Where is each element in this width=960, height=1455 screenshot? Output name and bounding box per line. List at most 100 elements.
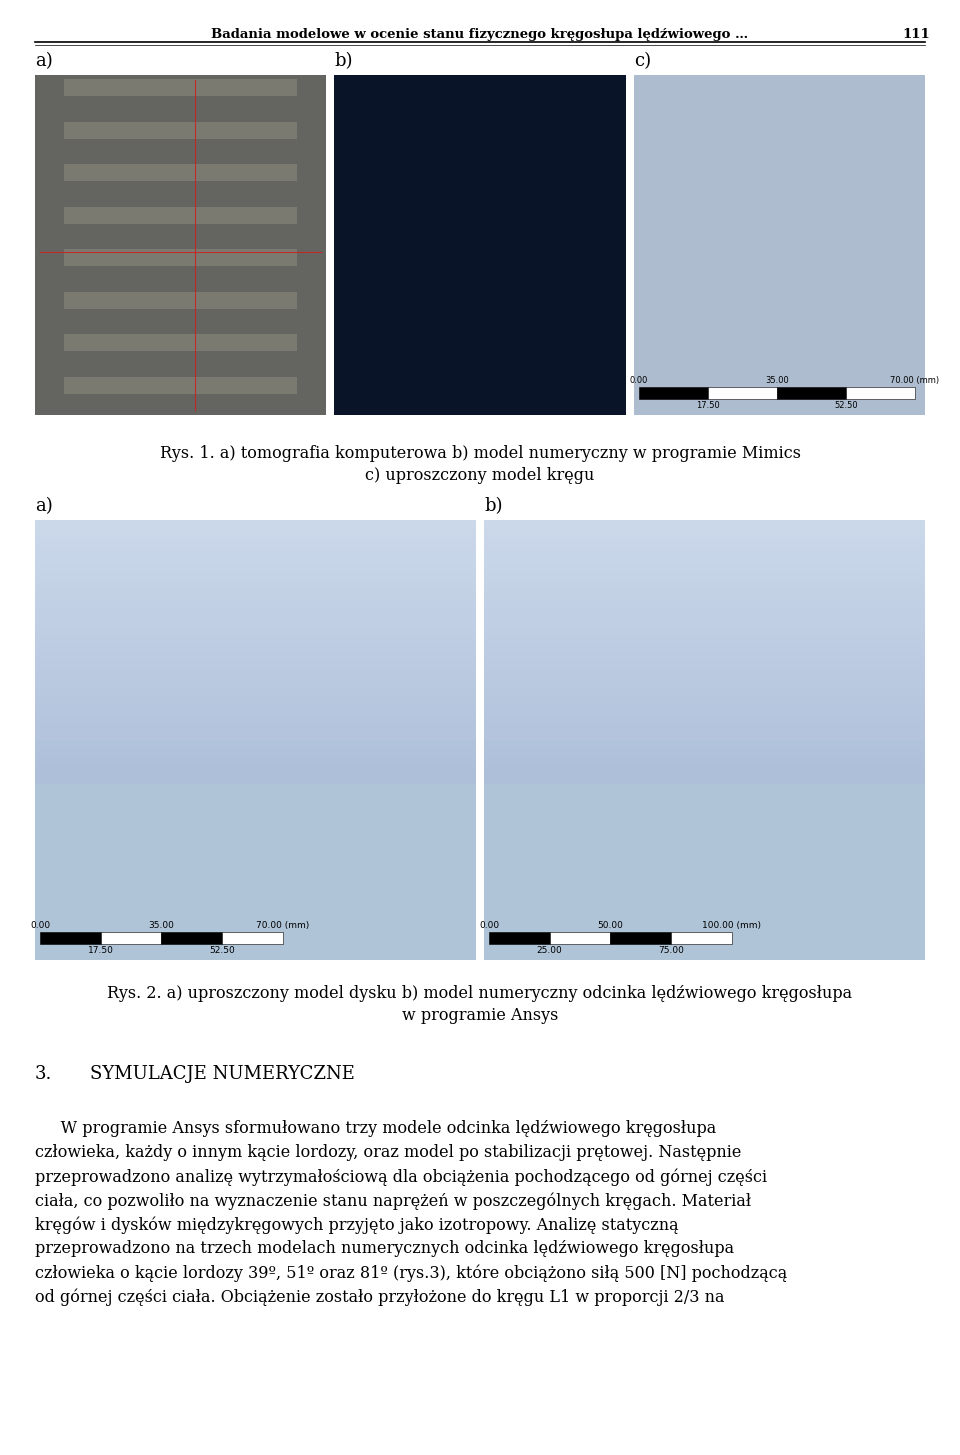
Bar	[35, 661, 476, 669]
Bar	[222, 933, 282, 944]
Bar	[64, 249, 298, 266]
Text: 0.00: 0.00	[30, 921, 50, 930]
Bar	[35, 573, 476, 582]
Text: c): c)	[634, 52, 651, 70]
Bar	[40, 933, 101, 944]
Bar	[35, 582, 476, 591]
Bar	[35, 634, 476, 643]
Bar	[35, 669, 476, 678]
Text: od górnej części ciała. Obciążenie zostało przyłożone do kręgu L1 w proporcji 2/: od górnej części ciała. Obciążenie zosta…	[35, 1288, 725, 1305]
Text: ciała, co pozwoliło na wyznaczenie stanu naprężeń w poszczególnych kręgach. Mate: ciała, co pozwoliło na wyznaczenie stanu…	[35, 1192, 751, 1209]
Bar	[35, 547, 476, 556]
Bar	[671, 933, 732, 944]
Bar	[550, 933, 611, 944]
Bar	[35, 687, 476, 695]
Bar	[484, 591, 925, 599]
Text: c) uproszczony model kręgu: c) uproszczony model kręgu	[366, 467, 594, 485]
Bar	[484, 582, 925, 591]
Bar	[35, 76, 326, 415]
Text: 35.00: 35.00	[149, 921, 174, 930]
Bar	[484, 537, 925, 547]
Bar	[35, 741, 476, 749]
Bar	[64, 377, 298, 394]
Bar	[334, 76, 626, 415]
Bar	[35, 643, 476, 652]
Text: b): b)	[484, 498, 502, 515]
Bar	[35, 776, 476, 784]
Bar	[161, 933, 222, 944]
Bar	[484, 704, 925, 713]
Text: Rys. 1. a) tomografia komputerowa b) model numeryczny w programie Mimics: Rys. 1. a) tomografia komputerowa b) mod…	[159, 445, 801, 463]
Bar	[64, 292, 298, 308]
Text: a): a)	[35, 52, 53, 70]
Text: 25.00: 25.00	[537, 946, 563, 954]
Bar	[484, 722, 925, 732]
Text: 75.00: 75.00	[658, 946, 684, 954]
Text: 111: 111	[902, 28, 930, 41]
Bar	[484, 626, 925, 634]
Bar	[35, 722, 476, 732]
Bar	[484, 547, 925, 556]
Text: Rys. 2. a) uproszczony model dysku b) model numeryczny odcinka lędźwiowego kręgo: Rys. 2. a) uproszczony model dysku b) mo…	[108, 985, 852, 1002]
Text: 17.50: 17.50	[696, 402, 720, 410]
Bar	[35, 767, 476, 776]
Text: człowieka, każdy o innym kącie lordozy, oraz model po stabilizacji prętowej. Nas: człowieka, każdy o innym kącie lordozy, …	[35, 1144, 741, 1161]
Text: przeprowadzono analizę wytrzymałościową dla obciążenia pochodzącego od górnej cz: przeprowadzono analizę wytrzymałościową …	[35, 1168, 767, 1186]
Text: Badania modelowe w ocenie stanu fizycznego kręgosłupa lędźwiowego …: Badania modelowe w ocenie stanu fizyczne…	[211, 28, 749, 41]
Bar	[35, 608, 476, 617]
Bar	[484, 661, 925, 669]
Text: 35.00: 35.00	[765, 375, 789, 386]
Bar	[64, 122, 298, 138]
Bar	[35, 652, 476, 661]
Bar	[484, 519, 925, 528]
Text: W programie Ansys sformułowano trzy modele odcinka lędźwiowego kręgosłupa: W programie Ansys sformułowano trzy mode…	[35, 1120, 716, 1136]
Bar	[708, 387, 777, 399]
Bar	[35, 537, 476, 547]
Text: SYMULACJE NUMERYCZNE: SYMULACJE NUMERYCZNE	[90, 1065, 355, 1083]
Text: 0.00: 0.00	[630, 375, 648, 386]
Bar	[484, 634, 925, 643]
Bar	[484, 608, 925, 617]
Bar	[777, 387, 846, 399]
Bar	[484, 573, 925, 582]
Bar	[484, 758, 925, 767]
Bar	[35, 732, 476, 741]
Bar	[35, 695, 476, 704]
Bar	[484, 617, 925, 626]
Bar	[35, 565, 476, 573]
Bar	[35, 758, 476, 767]
Text: 3.: 3.	[35, 1065, 53, 1083]
Bar	[35, 678, 476, 687]
Bar	[484, 776, 925, 784]
Bar	[35, 519, 476, 960]
Bar	[484, 695, 925, 704]
Bar	[484, 678, 925, 687]
Bar	[484, 519, 925, 960]
Bar	[35, 749, 476, 758]
Bar	[484, 669, 925, 678]
Bar	[484, 528, 925, 537]
Bar	[35, 704, 476, 713]
Text: 50.00: 50.00	[597, 921, 623, 930]
Bar	[484, 767, 925, 776]
Bar	[64, 164, 298, 182]
Bar	[64, 207, 298, 224]
Bar	[484, 732, 925, 741]
Bar	[35, 556, 476, 565]
Bar	[35, 617, 476, 626]
Text: kręgów i dysków międzykręgowych przyjęto jako izotropowy. Analizę statyczną: kręgów i dysków międzykręgowych przyjęto…	[35, 1216, 679, 1234]
Bar	[484, 687, 925, 695]
Bar	[35, 599, 476, 608]
Text: 0.00: 0.00	[479, 921, 499, 930]
Bar	[484, 713, 925, 722]
Text: 52.50: 52.50	[834, 402, 857, 410]
Bar	[35, 713, 476, 722]
Text: 70.00 (mm): 70.00 (mm)	[256, 921, 309, 930]
Bar	[638, 387, 708, 399]
Bar	[484, 565, 925, 573]
Bar	[101, 933, 161, 944]
Bar	[484, 741, 925, 749]
Bar	[846, 387, 915, 399]
Bar	[484, 556, 925, 565]
Bar	[484, 749, 925, 758]
